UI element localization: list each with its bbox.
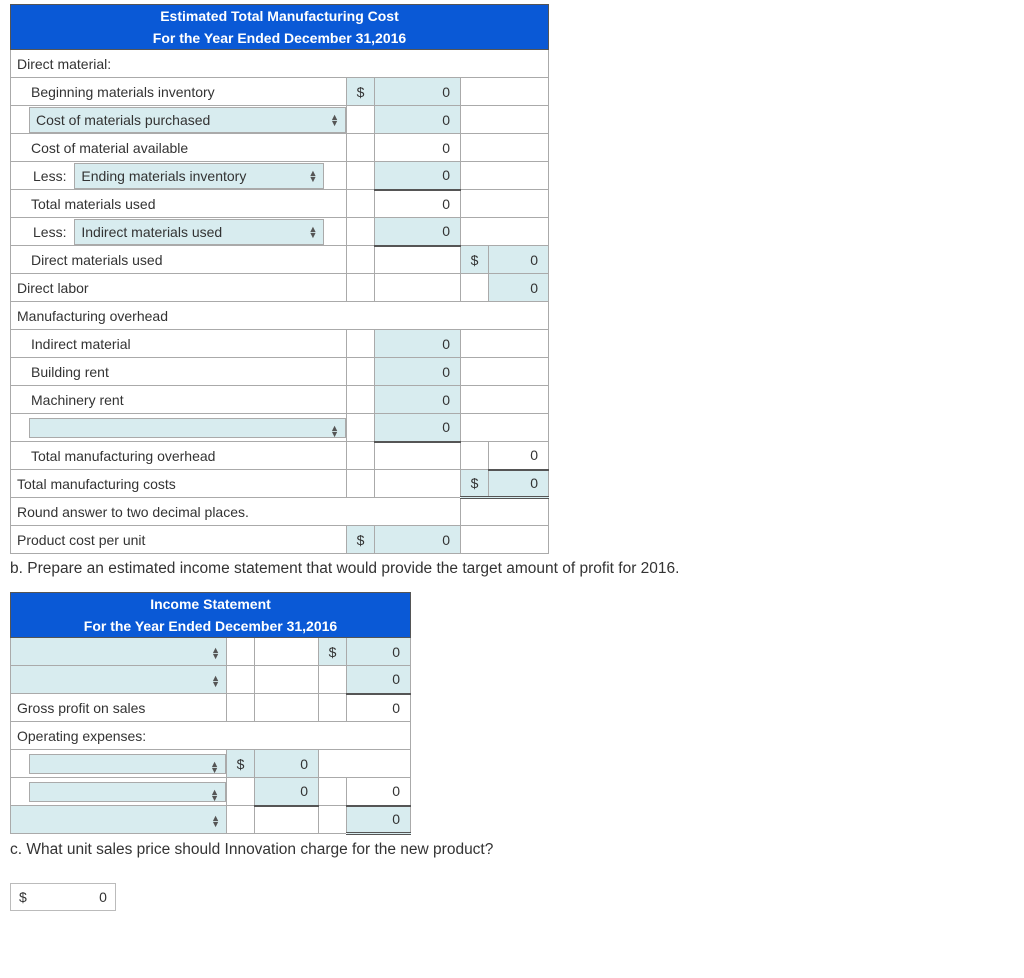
ending-inventory-label: Ending materials inventory bbox=[81, 168, 246, 184]
sort-icon bbox=[330, 114, 339, 126]
income-row7-select[interactable] bbox=[11, 806, 227, 834]
table2-title1: Income Statement bbox=[11, 593, 411, 616]
income-row2-input[interactable]: 0 bbox=[347, 666, 411, 694]
beginning-inventory-dollar: $ bbox=[347, 78, 375, 106]
total-materials-used-value: 0 bbox=[375, 190, 461, 218]
question-b: b. Prepare an estimated income statement… bbox=[10, 560, 1014, 578]
opex-row2-select[interactable] bbox=[29, 782, 226, 802]
income-statement-table: Income Statement For the Year Ended Dece… bbox=[10, 592, 411, 835]
sort-icon bbox=[211, 647, 220, 659]
product-cost-unit-dollar: $ bbox=[347, 526, 375, 554]
total-mfg-costs-value: 0 bbox=[489, 470, 549, 498]
table2-title2: For the Year Ended December 31,2016 bbox=[11, 615, 411, 638]
sort-icon bbox=[308, 170, 317, 182]
indirect-material-label: Indirect material bbox=[11, 330, 347, 358]
cost-purchased-input[interactable]: 0 bbox=[375, 106, 461, 134]
direct-labor-input[interactable]: 0 bbox=[489, 274, 549, 302]
indirect-material-input[interactable]: 0 bbox=[375, 330, 461, 358]
product-cost-unit-label: Product cost per unit bbox=[11, 526, 347, 554]
ending-inventory-input[interactable]: 0 bbox=[375, 162, 461, 190]
cost-purchased-label: Cost of materials purchased bbox=[36, 112, 210, 128]
round-note: Round answer to two decimal places. bbox=[11, 498, 461, 526]
direct-material-header: Direct material: bbox=[11, 50, 549, 78]
table1-title2: For the Year Ended December 31,2016 bbox=[11, 27, 549, 50]
overhead-blank-input[interactable]: 0 bbox=[375, 414, 461, 442]
income-row1-select[interactable] bbox=[11, 638, 227, 666]
beginning-inventory-input[interactable]: 0 bbox=[375, 78, 461, 106]
overhead-blank-select[interactable] bbox=[29, 418, 346, 438]
answer-c-box[interactable]: $ 0 bbox=[10, 883, 116, 911]
income-row7-value: 0 bbox=[347, 806, 411, 834]
income-row1-dollar: $ bbox=[319, 638, 347, 666]
machinery-rent-input[interactable]: 0 bbox=[375, 386, 461, 414]
total-mfg-costs-label: Total manufacturing costs bbox=[11, 470, 347, 498]
total-mfg-overhead-label: Total manufacturing overhead bbox=[11, 442, 347, 470]
total-materials-used-label: Total materials used bbox=[11, 190, 347, 218]
direct-materials-used-value: 0 bbox=[489, 246, 549, 274]
income-row2-select[interactable] bbox=[11, 666, 227, 694]
answer-c-dollar: $ bbox=[19, 889, 33, 905]
op-exp-header: Operating expenses: bbox=[11, 722, 411, 750]
opex-row2-input1[interactable]: 0 bbox=[255, 778, 319, 806]
opex-row2-value2: 0 bbox=[347, 778, 411, 806]
direct-labor-label: Direct labor bbox=[11, 274, 347, 302]
building-rent-label: Building rent bbox=[11, 358, 347, 386]
answer-c-input[interactable]: 0 bbox=[37, 889, 107, 905]
indirect-materials-label: Indirect materials used bbox=[81, 224, 222, 240]
beginning-inventory-label: Beginning materials inventory bbox=[11, 78, 347, 106]
sort-icon bbox=[210, 761, 219, 773]
cost-available-value: 0 bbox=[375, 134, 461, 162]
sort-icon bbox=[308, 226, 317, 238]
gross-profit-value: 0 bbox=[347, 694, 411, 722]
ending-inventory-select[interactable]: Ending materials inventory bbox=[74, 163, 324, 189]
product-cost-unit-input[interactable]: 0 bbox=[375, 526, 461, 554]
opex-row1-input[interactable]: 0 bbox=[255, 750, 319, 778]
total-mfg-overhead-value: 0 bbox=[489, 442, 549, 470]
sort-icon bbox=[330, 425, 339, 437]
direct-materials-used-label: Direct materials used bbox=[11, 246, 347, 274]
table1-title1: Estimated Total Manufacturing Cost bbox=[11, 5, 549, 28]
direct-materials-used-dollar: $ bbox=[461, 246, 489, 274]
opex-row1-dollar: $ bbox=[227, 750, 255, 778]
question-c: c. What unit sales price should Innovati… bbox=[10, 841, 1014, 859]
cost-purchased-select[interactable]: Cost of materials purchased bbox=[29, 107, 346, 133]
sort-icon bbox=[211, 675, 220, 687]
less-indirect-prefix: Less: bbox=[29, 220, 70, 244]
income-row1-input[interactable]: 0 bbox=[347, 638, 411, 666]
building-rent-input[interactable]: 0 bbox=[375, 358, 461, 386]
machinery-rent-label: Machinery rent bbox=[11, 386, 347, 414]
opex-row1-select[interactable] bbox=[29, 754, 226, 774]
indirect-materials-input[interactable]: 0 bbox=[375, 218, 461, 246]
sort-icon bbox=[210, 789, 219, 801]
cost-available-label: Cost of material available bbox=[11, 134, 347, 162]
total-mfg-costs-dollar: $ bbox=[461, 470, 489, 498]
gross-profit-label: Gross profit on sales bbox=[11, 694, 227, 722]
manufacturing-cost-table: Estimated Total Manufacturing Cost For t… bbox=[10, 4, 549, 554]
indirect-materials-select[interactable]: Indirect materials used bbox=[74, 219, 324, 245]
sort-icon bbox=[211, 815, 220, 827]
mfg-overhead-header: Manufacturing overhead bbox=[11, 302, 549, 330]
less-ending-prefix: Less: bbox=[29, 164, 70, 188]
